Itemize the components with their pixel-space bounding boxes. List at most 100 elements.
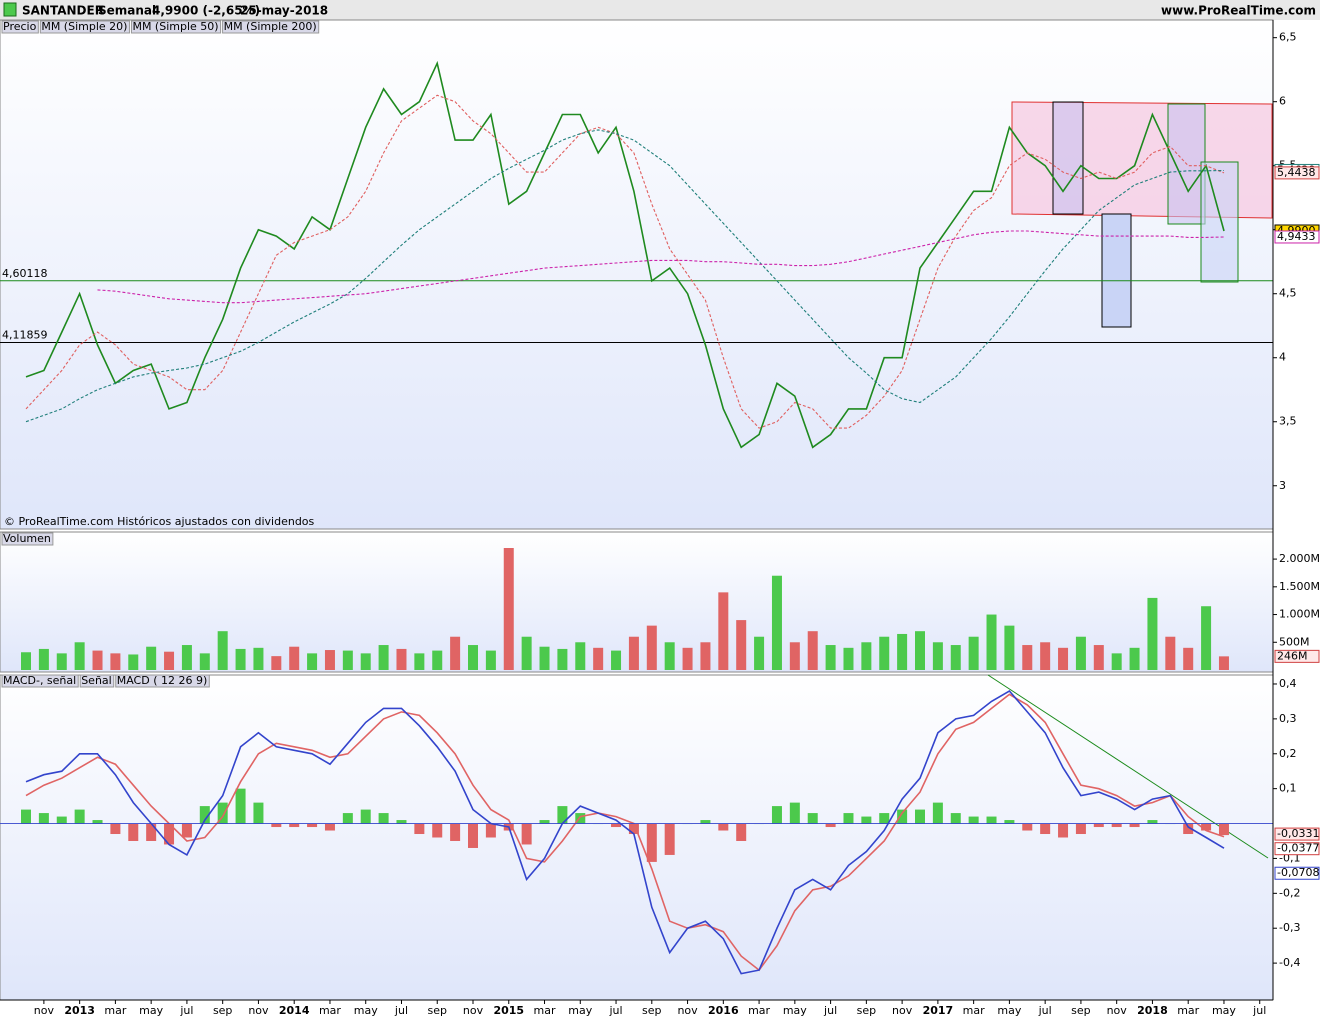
histogram-bar <box>950 813 961 824</box>
volume-bar <box>843 647 854 670</box>
y-tick-label: 0,3 <box>1279 712 1297 725</box>
histogram-bar <box>342 813 353 824</box>
histogram-bar <box>861 816 872 824</box>
histogram-bar <box>128 823 139 841</box>
x-tick-label: nov <box>248 1004 269 1017</box>
volume-bar <box>324 650 335 670</box>
volume-bar <box>736 620 747 670</box>
volume-bar <box>754 636 765 670</box>
x-tick-label: may <box>568 1004 592 1017</box>
volume-bar <box>1075 636 1086 670</box>
histogram-bar <box>146 823 157 841</box>
histogram-bar <box>575 813 586 824</box>
series-line <box>25 94 1225 429</box>
volume-bar <box>825 645 836 670</box>
y-tick-label: 6 <box>1279 95 1286 108</box>
histogram-bar <box>110 823 121 835</box>
histogram-bar <box>843 813 854 824</box>
y-tick-label: 3 <box>1279 479 1286 492</box>
histogram-bar <box>825 823 836 828</box>
value-label-box <box>1274 842 1320 856</box>
histogram-bar <box>432 823 443 838</box>
histogram-bar <box>736 823 747 841</box>
histogram-bar <box>1075 823 1086 835</box>
legend-box <box>115 674 210 688</box>
x-tick-label: may <box>783 1004 807 1017</box>
volume-bar <box>968 636 979 670</box>
volume-bar <box>378 645 389 670</box>
value-label: -0,0708 <box>1277 866 1319 879</box>
value-label: 4,9433 <box>1277 230 1316 243</box>
volume-bar <box>771 575 782 670</box>
x-tick-label: jul <box>608 1004 622 1017</box>
footnote: © ProRealTime.com Históricos ajustados c… <box>4 515 315 528</box>
y-tick-label: 2.000M <box>1279 552 1320 565</box>
x-tick-label: jul <box>179 1004 193 1017</box>
histogram-bar <box>164 823 175 845</box>
x-tick-label: sep <box>1071 1004 1090 1017</box>
series-line <box>25 689 1225 975</box>
x-tick-label: 2013 <box>64 1004 95 1017</box>
volume-bar <box>432 650 443 670</box>
volume-bar <box>1201 606 1212 670</box>
histogram-bar <box>271 823 282 828</box>
volume-bar <box>664 642 675 670</box>
volume-bar <box>1058 647 1069 670</box>
volume-bar <box>21 652 31 670</box>
period: Semanal <box>98 4 156 18</box>
value-label: 5,4438 <box>1277 166 1316 179</box>
y-tick-label: 0,2 <box>1279 747 1297 760</box>
volume-bar <box>307 653 318 670</box>
legend-label: Señal <box>81 674 112 687</box>
x-tick-label: 2017 <box>923 1004 954 1017</box>
value-label: -0,0377 <box>1277 842 1319 855</box>
x-tick-label: may <box>354 1004 378 1017</box>
histogram-bar <box>611 823 622 828</box>
histogram-bar <box>1040 823 1051 835</box>
volume-bar <box>1218 656 1229 670</box>
x-tick-label: may <box>1212 1004 1236 1017</box>
histogram-bar <box>289 823 300 828</box>
histogram-bar <box>92 820 103 824</box>
histogram-bar <box>1022 823 1033 831</box>
legend-label: MM (Simple 20) <box>41 20 127 33</box>
legend-box <box>1 532 54 546</box>
x-tick-label: nov <box>34 1004 55 1017</box>
histogram-bar <box>1129 823 1140 828</box>
volume-bar <box>861 642 872 670</box>
price-panel <box>0 19 1274 530</box>
volume-bar <box>253 647 264 670</box>
volume-bar <box>915 631 925 670</box>
volume-bar <box>807 631 818 670</box>
projection-box <box>1101 213 1132 328</box>
series-line <box>25 129 1225 423</box>
histogram-bar <box>1218 823 1229 836</box>
volume-bar <box>646 625 657 670</box>
x-tick-label: 2015 <box>493 1004 524 1017</box>
volume-bar <box>110 653 121 670</box>
volume-bar <box>557 648 568 670</box>
volume-bar <box>92 650 103 670</box>
zone-box <box>1052 101 1084 215</box>
x-tick-label: mar <box>748 1004 770 1017</box>
volume-bar <box>414 653 425 670</box>
x-tick-label: nov <box>463 1004 484 1017</box>
legend-box <box>39 20 130 34</box>
x-tick-label: nov <box>677 1004 698 1017</box>
histogram-bar <box>485 823 496 838</box>
volume-bar <box>1165 636 1176 670</box>
x-tick-label: nov <box>1107 1004 1128 1017</box>
volume-bar <box>181 645 192 670</box>
volume-bar <box>1040 642 1051 670</box>
volume-bar <box>289 646 300 670</box>
x-tick-label: jul <box>394 1004 408 1017</box>
y-tick-label: -0,4 <box>1279 956 1300 969</box>
volume-bar <box>1004 625 1015 670</box>
x-tick-label: may <box>997 1004 1021 1017</box>
volume-bar <box>56 653 67 670</box>
x-tick-label: mar <box>319 1004 341 1017</box>
volume-bar <box>879 636 890 670</box>
histogram-bar <box>539 820 550 824</box>
histogram-bar <box>789 802 800 824</box>
